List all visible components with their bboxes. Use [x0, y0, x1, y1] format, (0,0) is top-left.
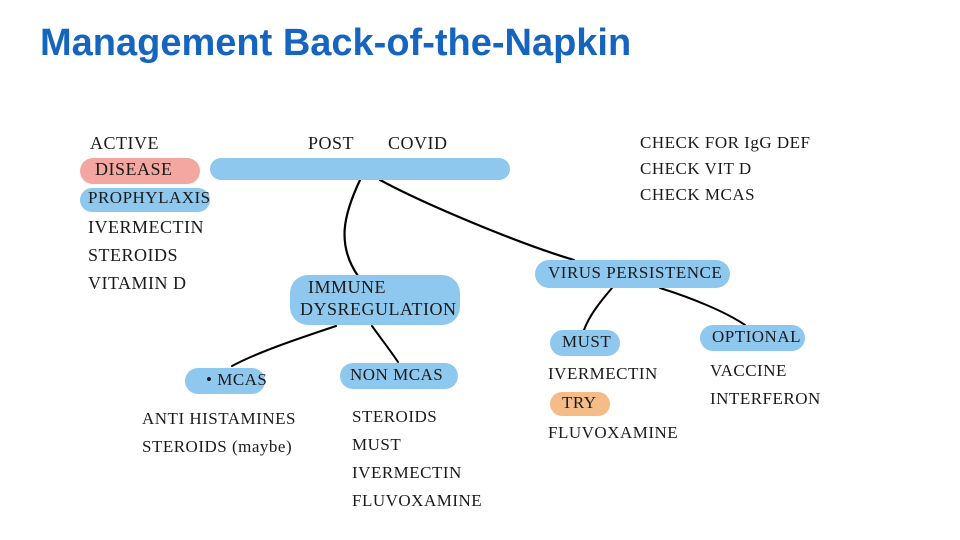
label-antih: ANTI HISTAMINES [142, 410, 296, 429]
label-virus: VIRUS PERSISTENCE [548, 264, 722, 283]
label-ster-r: STEROIDS [352, 408, 437, 427]
label-disease: DISEASE [95, 160, 173, 180]
mainbar-pill [210, 158, 510, 180]
label-must-r: MUST [352, 436, 401, 455]
label-optional: OPTIONAL [712, 328, 801, 347]
label-check3: CHECK MCAS [640, 186, 755, 205]
label-vaccine: VACCINE [710, 362, 787, 381]
diagram-root: { "title": { "text": "Management Back-of… [0, 0, 960, 540]
label-immune2: DYSREGULATION [300, 300, 457, 320]
label-iver-m: IVERMECTIN [548, 365, 658, 384]
edge-2 [232, 326, 336, 366]
label-check2: CHECK VIT D [640, 160, 752, 179]
label-post: POST [308, 134, 354, 154]
label-mcas: • MCAS [206, 371, 267, 390]
label-check1: CHECK FOR IgG DEF [640, 134, 811, 153]
label-steroids-l: STEROIDS [88, 246, 178, 266]
label-ster-maybe: STEROIDS (maybe) [142, 438, 292, 457]
page-title: Management Back-of-the-Napkin [40, 22, 631, 65]
label-fluv-r: FLUVOXAMINE [352, 492, 482, 511]
label-iver-r: IVERMECTIN [352, 464, 462, 483]
label-covid: COVID [388, 134, 448, 154]
label-interferon: INTERFERON [710, 390, 821, 409]
label-try: TRY [562, 394, 597, 413]
edge-3 [372, 326, 398, 362]
edge-1 [380, 180, 574, 260]
label-prophylaxis: PROPHYLAXIS [88, 189, 211, 208]
label-immune1: IMMUNE [308, 278, 386, 298]
label-must: MUST [562, 333, 611, 352]
edge-0 [345, 180, 360, 276]
label-ivermectin-l: IVERMECTIN [88, 218, 204, 238]
label-vitd-l: VITAMIN D [88, 274, 187, 294]
edge-5 [660, 288, 745, 325]
edge-layer [0, 0, 960, 540]
label-active: ACTIVE [90, 134, 159, 154]
edge-4 [584, 288, 612, 330]
label-nonmcas: NON MCAS [350, 366, 443, 385]
label-fluv-m: FLUVOXAMINE [548, 424, 678, 443]
